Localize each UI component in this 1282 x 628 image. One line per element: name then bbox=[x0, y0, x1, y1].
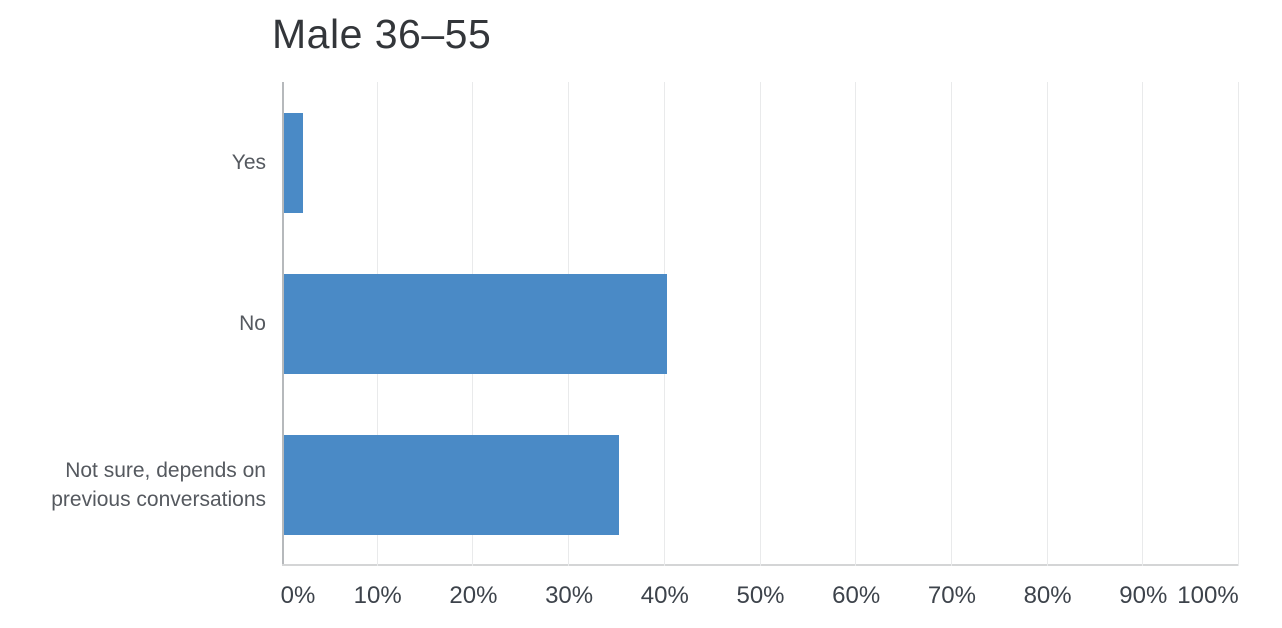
x-tick-label: 90% bbox=[1119, 582, 1168, 609]
x-tick-label: 0% bbox=[280, 582, 316, 609]
value-axis: 0% 10% 20% 30% 40% 50% 60% 70% 80% 90% 100% bbox=[0, 582, 1282, 618]
gridline bbox=[1142, 82, 1144, 566]
plot-area bbox=[282, 82, 1239, 566]
category-label: No bbox=[239, 312, 266, 336]
gridline bbox=[950, 82, 952, 566]
category-label: Yes bbox=[231, 150, 266, 174]
x-tick-label: 50% bbox=[736, 582, 785, 609]
x-tick-label: 60% bbox=[832, 582, 881, 609]
x-tick-label: 70% bbox=[927, 582, 976, 609]
gridline bbox=[759, 82, 761, 566]
bar-yes bbox=[284, 112, 304, 213]
gridline bbox=[1238, 82, 1239, 566]
bar-not-sure bbox=[284, 435, 619, 536]
x-axis-baseline bbox=[282, 564, 1239, 566]
gridline bbox=[855, 82, 857, 566]
y-axis-line bbox=[282, 82, 284, 566]
chart-title: Male 36–55 bbox=[272, 11, 492, 57]
x-tick-label: 80% bbox=[1023, 582, 1072, 609]
category-axis: Yes No Not sure, depends on previous conve… bbox=[0, 82, 266, 566]
gridline bbox=[1046, 82, 1048, 566]
x-tick-label: 30% bbox=[545, 582, 594, 609]
x-tick-label: 10% bbox=[353, 582, 402, 609]
bar-no bbox=[284, 274, 667, 374]
x-tick-label: 100% bbox=[1177, 582, 1239, 609]
category-label: Not sure, depends on previous conversati… bbox=[51, 458, 266, 512]
x-tick-label: 40% bbox=[640, 582, 689, 609]
x-tick-label: 20% bbox=[449, 582, 498, 609]
